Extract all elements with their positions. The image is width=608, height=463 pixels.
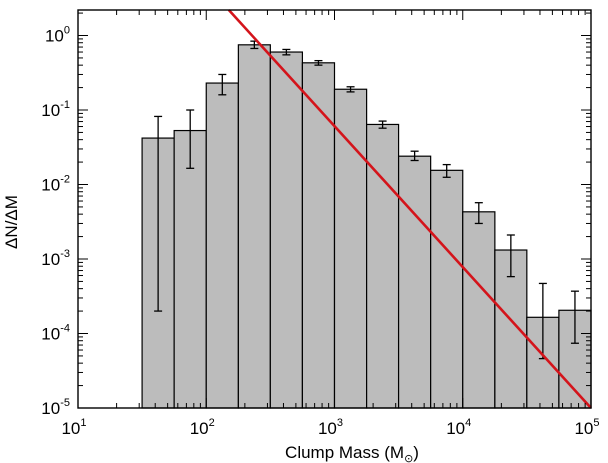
error-bar: [410, 150, 419, 162]
y-tick-label: 10-2: [41, 174, 70, 195]
histogram-bar: [366, 123, 400, 409]
error-bar: [346, 86, 355, 93]
error-bar: [442, 163, 451, 178]
histogram-bar: [269, 51, 304, 409]
y-tick-label: 10-3: [41, 248, 70, 269]
x-tick-label: 101: [61, 417, 86, 438]
x-axis-title: Clump Mass (M⊙): [285, 443, 419, 463]
x-axis-title-main: Clump Mass (M: [285, 443, 404, 462]
histogram-bar: [462, 211, 496, 409]
histogram-bar: [301, 62, 336, 409]
y-tick-label: 100: [45, 25, 70, 46]
y-tick-label: 10-4: [41, 323, 70, 344]
error-bar: [186, 109, 195, 169]
histogram-bar: [173, 129, 207, 409]
error-bar: [218, 73, 227, 96]
y-tick-label: 10-5: [41, 397, 70, 418]
error-bar: [314, 59, 323, 66]
histogram-bar: [333, 88, 368, 409]
error-bar: [474, 202, 483, 225]
y-tick-label: 10-1: [41, 99, 70, 120]
power-law-fit-line: [227, 9, 592, 409]
y-axis-title: ΔN/ΔM: [2, 195, 21, 249]
histogram-bar: [397, 155, 432, 409]
y-axis-ticks: 100 10-1 10-2 10-3 10-4 10-5: [41, 12, 591, 418]
fit-line: [227, 9, 592, 409]
histogram-bar: [205, 82, 239, 409]
error-bar: [506, 234, 515, 278]
x-tick-label: 103: [318, 417, 343, 438]
error-bars: [154, 40, 579, 360]
histogram-bar: [430, 169, 464, 409]
error-bar: [282, 48, 291, 56]
x-tick-label: 102: [190, 417, 215, 438]
x-tick-label: 105: [574, 417, 599, 438]
x-axis-ticks: 101 102 103 104 105: [61, 10, 600, 438]
error-bar: [154, 115, 163, 312]
bars: [141, 44, 592, 409]
histogram-bar: [237, 44, 271, 409]
error-bar: [570, 290, 579, 344]
x-axis-title-close: ): [413, 443, 419, 462]
error-bar: [378, 120, 387, 129]
x-axis-title-subscript: ⊙: [404, 453, 413, 463]
x-tick-label: 104: [446, 417, 471, 438]
